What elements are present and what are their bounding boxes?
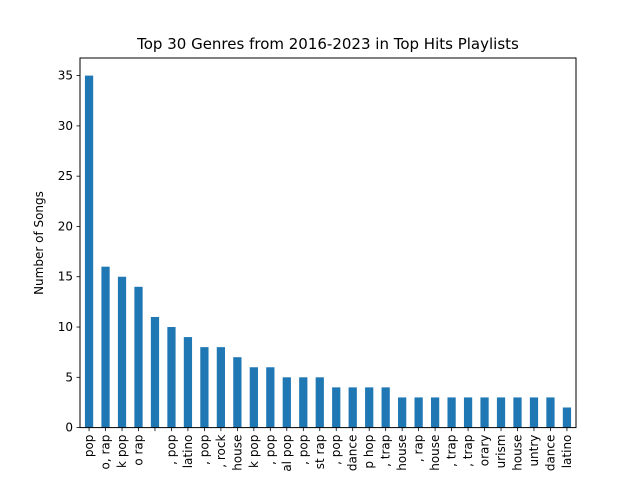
bar-18 <box>381 387 390 428</box>
bar-12 <box>282 377 291 428</box>
y-tick-label-0: 0 <box>65 421 73 435</box>
bar-13 <box>299 377 308 428</box>
bar-24 <box>480 397 489 428</box>
x-tick-label-2: k pop <box>115 435 129 468</box>
x-tick-label-12: al pop <box>280 435 294 472</box>
x-tick-label-29: latino <box>560 435 574 469</box>
x-tick-label-1: o, rap <box>99 435 113 470</box>
y-tick-label-4: 20 <box>58 219 73 233</box>
bar-6 <box>183 337 193 428</box>
x-tick-label-5: , pop <box>164 435 178 465</box>
bar-16 <box>348 387 357 428</box>
x-tick-label-19: house <box>395 435 409 471</box>
x-tick-label-25: urism <box>494 435 508 469</box>
bar-15 <box>332 387 341 428</box>
x-tick-label-22: , trap <box>445 435 459 467</box>
y-tick-label-2: 10 <box>58 320 73 334</box>
x-tick-label-24: orary <box>478 435 492 467</box>
x-tick-label-0: pop <box>82 435 96 458</box>
x-tick-label-6: latino <box>181 435 195 469</box>
bar-22 <box>447 397 456 428</box>
y-tick-label-3: 15 <box>58 270 73 284</box>
x-tick-label-28: dance <box>543 435 557 472</box>
x-tick-label-26: house <box>511 435 525 471</box>
bar-23 <box>463 397 473 428</box>
bar-17 <box>365 387 374 428</box>
bar-28 <box>546 397 555 428</box>
x-tick-label-13: , pop <box>296 435 310 465</box>
x-axis-ticks: pop o, rap k pop o rap, pop latino, pop, roc… <box>82 427 574 472</box>
bar-21 <box>430 397 440 428</box>
x-tick-label-17: p hop <box>362 435 376 469</box>
x-tick-label-14: st rap <box>313 435 327 470</box>
bar-3 <box>134 286 143 428</box>
x-tick-label-3: o rap <box>132 435 146 466</box>
bar-5 <box>167 327 176 428</box>
bar-29 <box>562 407 572 428</box>
x-tick-label-10: k pop <box>247 435 261 468</box>
bar-10 <box>249 367 258 428</box>
y-tick-label-6: 30 <box>58 119 73 133</box>
chart-title: Top 30 Genres from 2016-2023 in Top Hits… <box>136 35 519 53</box>
bar-8 <box>216 347 226 428</box>
bar-27 <box>529 397 539 428</box>
bar-2 <box>117 276 127 428</box>
x-tick-label-15: , pop <box>329 435 343 465</box>
x-tick-label-21: house <box>428 435 442 471</box>
y-tick-label-1: 5 <box>65 370 73 384</box>
bar-1 <box>101 266 110 428</box>
bar-25 <box>496 397 506 428</box>
bar-4 <box>150 316 160 428</box>
y-axis-label: Number of Songs <box>32 191 46 295</box>
x-tick-label-27: untry <box>527 435 541 467</box>
bar-9 <box>233 357 242 428</box>
x-tick-label-23: , trap <box>461 435 475 467</box>
x-tick-label-8: , rock <box>214 435 228 468</box>
bar-0 <box>84 75 94 428</box>
bar-20 <box>414 397 423 428</box>
x-tick-label-20: , rap <box>412 435 426 463</box>
bar-14 <box>315 377 324 428</box>
y-tick-label-5: 25 <box>58 169 73 183</box>
x-tick-label-9: house <box>230 435 244 471</box>
x-tick-label-18: , trap <box>379 435 393 467</box>
bar-11 <box>266 367 275 428</box>
y-tick-label-7: 35 <box>58 69 73 83</box>
x-tick-label-11: , pop <box>263 435 277 465</box>
bar-7 <box>200 347 209 428</box>
bar-26 <box>513 397 522 428</box>
x-tick-label-7: , pop <box>197 435 211 465</box>
x-tick-label-16: dance <box>346 435 360 472</box>
plot-frame <box>79 57 577 429</box>
y-axis-ticks: 0 5 10 15 20 25 30 35 <box>58 69 80 435</box>
bar-19 <box>398 397 407 428</box>
bars-group <box>84 75 572 428</box>
